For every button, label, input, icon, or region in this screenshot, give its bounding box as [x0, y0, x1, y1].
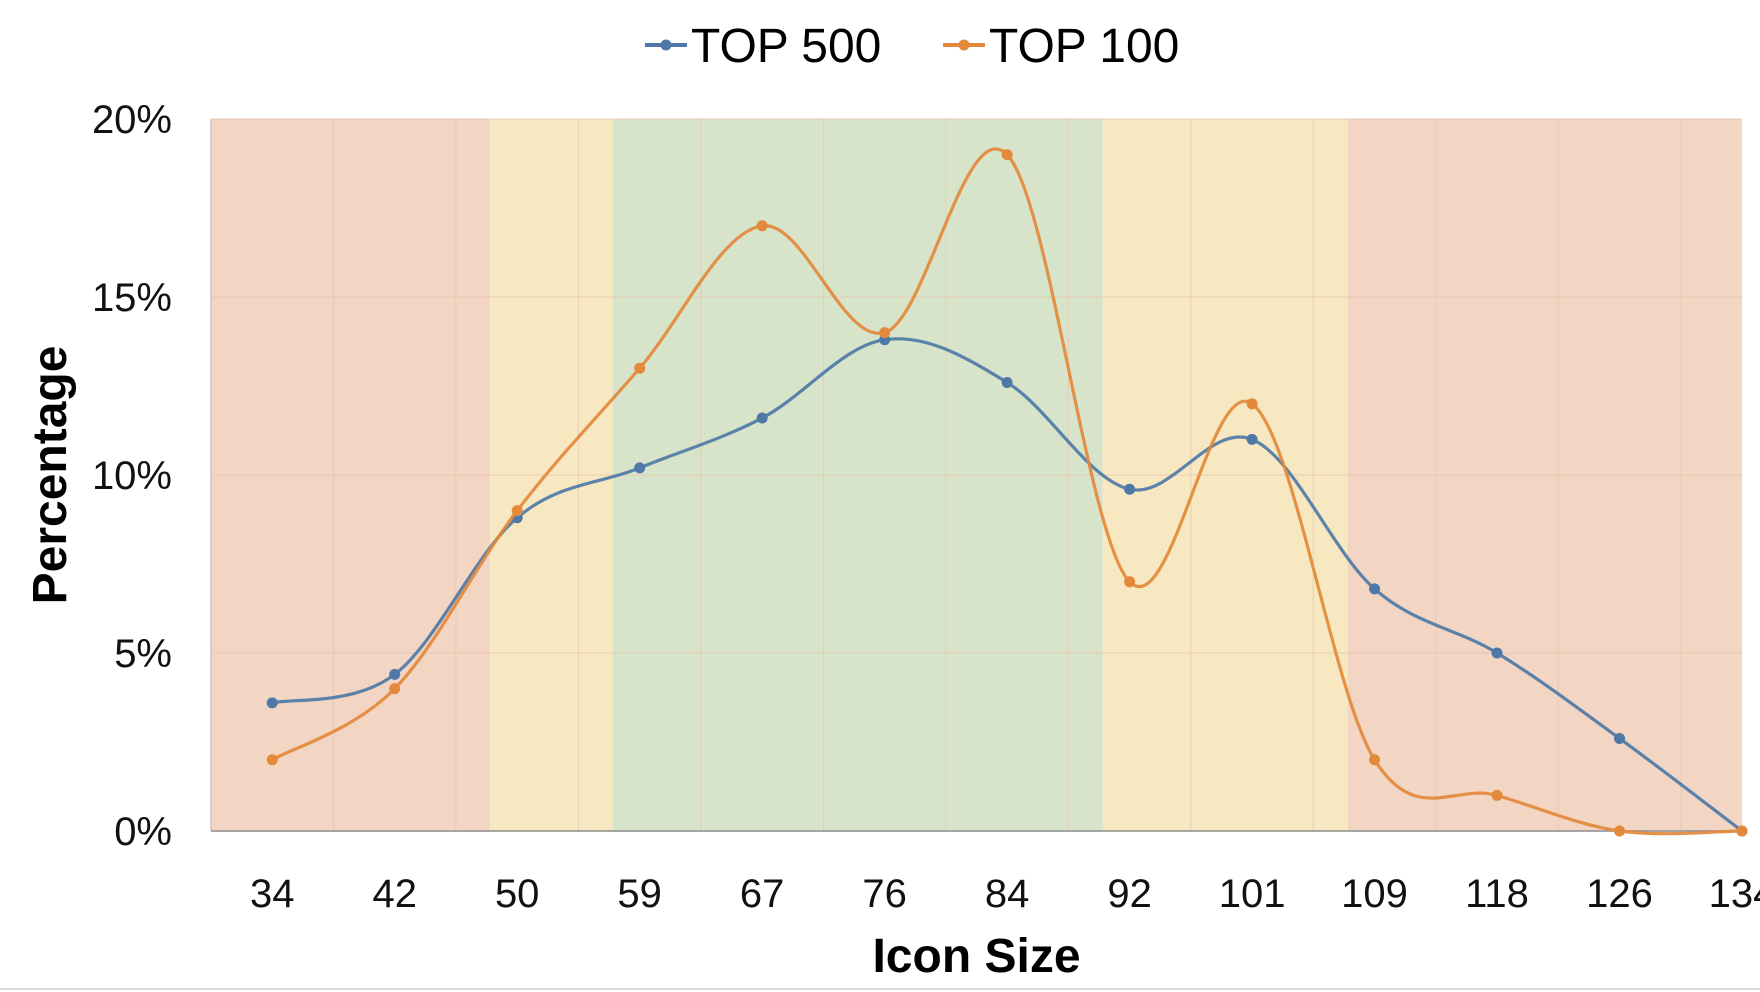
data-point: [1736, 825, 1748, 837]
x-tick-label: 76: [862, 872, 907, 916]
data-point: [511, 505, 523, 517]
legend-marker: [660, 39, 672, 51]
data-point: [879, 327, 891, 339]
data-point: [634, 462, 646, 474]
x-tick-label: 101: [1219, 872, 1286, 916]
y-tick-label: 5%: [114, 632, 172, 676]
y-tick-label: 10%: [92, 454, 172, 498]
data-point: [1246, 398, 1258, 410]
series-2: [266, 147, 1748, 837]
data-point: [266, 754, 278, 766]
y-axis-title: Percentage: [24, 346, 77, 605]
legend-item-2: TOP 100: [943, 20, 1179, 73]
x-axis-ticks: 34 42 50 59 67 76 84 92 101 109 118 126 134: [250, 872, 1760, 916]
data-point: [1369, 754, 1381, 766]
series-line: [271, 147, 1743, 836]
x-tick-label: 34: [250, 872, 295, 916]
y-tick-label: 0%: [114, 810, 172, 854]
x-tick-label: 42: [372, 872, 417, 916]
x-tick-label: 59: [617, 872, 662, 916]
data-point: [1491, 647, 1503, 659]
data-point: [389, 683, 401, 695]
data-point: [1124, 483, 1136, 495]
data-point: [389, 668, 401, 680]
x-tick-label: 118: [1465, 872, 1529, 916]
data-point: [1614, 825, 1626, 837]
legend: TOP 500 TOP 100: [645, 20, 1179, 73]
data-point: [634, 362, 646, 374]
data-point: [756, 412, 768, 424]
bottom-divider: [0, 988, 1760, 990]
x-tick-label: 67: [740, 872, 785, 916]
legend-label: TOP 500: [691, 20, 881, 73]
y-tick-label: 15%: [92, 276, 172, 320]
x-tick-label: 84: [985, 872, 1030, 916]
data-point: [1124, 576, 1136, 588]
x-tick-label: 92: [1107, 872, 1152, 916]
data-point: [756, 220, 768, 232]
data-point: [1001, 149, 1013, 161]
y-tick-label: 20%: [92, 98, 172, 142]
gridlines: [210, 118, 1742, 832]
data-point: [1246, 433, 1258, 445]
legend-item-1: TOP 500: [645, 20, 881, 73]
data-point: [1001, 376, 1013, 388]
x-tick-label: 126: [1586, 872, 1653, 916]
series-layer: [266, 147, 1748, 837]
data-point: [1369, 583, 1381, 595]
x-tick-label: 50: [495, 872, 540, 916]
data-point: [1614, 732, 1626, 744]
data-point: [1491, 789, 1503, 801]
y-axis-ticks: 0% 5% 10% 15% 20%: [92, 98, 172, 854]
data-point: [266, 697, 278, 709]
x-tick-label: 134: [1709, 872, 1760, 916]
legend-marker: [958, 39, 970, 51]
legend-label: TOP 100: [989, 20, 1179, 73]
x-tick-label: 109: [1341, 872, 1408, 916]
x-axis-title: Icon Size: [872, 930, 1080, 983]
